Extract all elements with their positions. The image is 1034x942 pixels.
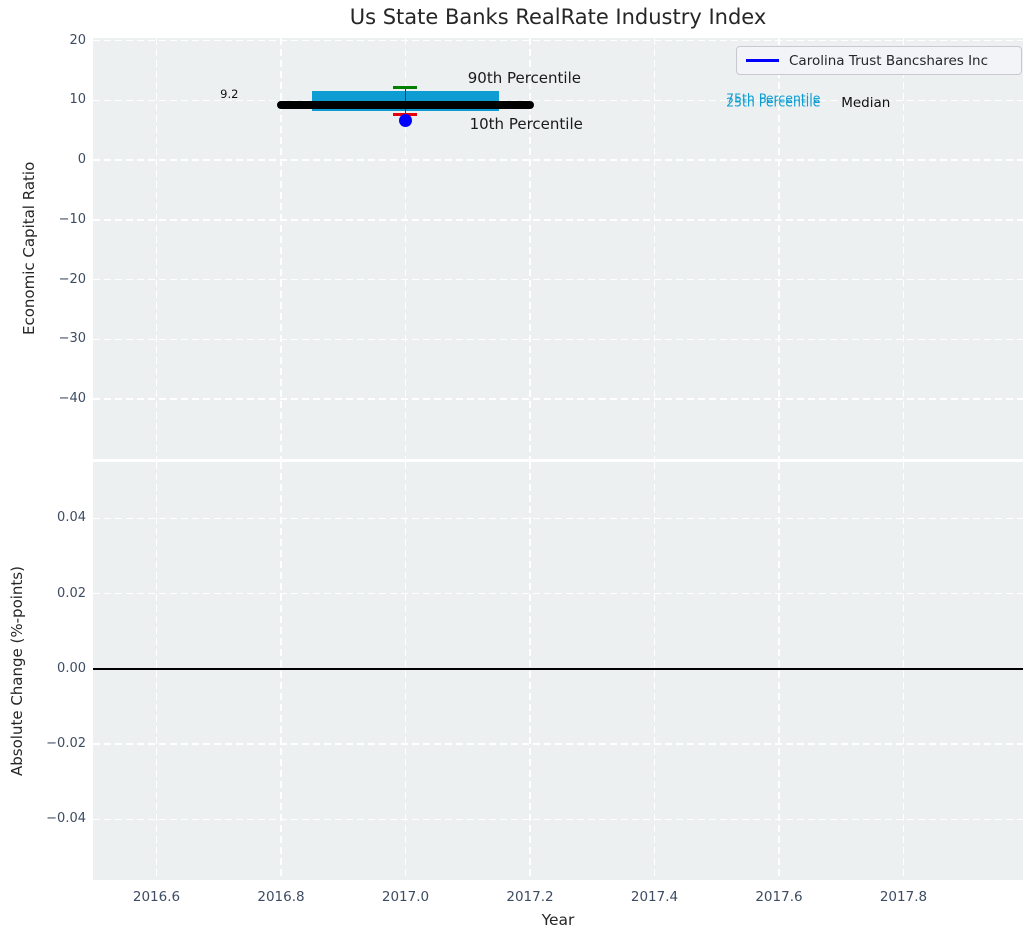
gridline-vertical — [653, 38, 656, 459]
top-plot-area: 9.2 90th Percentile 10th Percentile 75th Pe… — [93, 38, 1023, 459]
x-tick-label: 2017.0 — [381, 889, 430, 905]
chart-title: Us State Banks RealRate Industry Index — [349, 5, 767, 29]
gridline-horizontal — [93, 99, 1023, 102]
y-tick-label: 0 — [77, 152, 86, 168]
annotation-90th-percentile: 90th Percentile — [467, 68, 581, 87]
gridline-vertical — [653, 462, 656, 880]
company-point — [398, 113, 412, 127]
gridline-vertical — [155, 38, 158, 459]
y-tick-label: −40 — [58, 391, 86, 407]
x-tick-label: 2016.6 — [132, 889, 181, 905]
percentile-whisker-line — [404, 87, 407, 115]
zero-line — [93, 667, 1023, 670]
gridline-horizontal — [93, 39, 1023, 42]
gridline-horizontal — [93, 219, 1023, 221]
legend-line-sample — [746, 59, 779, 62]
annotation-median: Median — [841, 95, 891, 112]
gridline-horizontal — [93, 592, 1023, 595]
legend: Carolina Trust Bancshares Inc — [736, 46, 1022, 75]
y-tick-label: 0.04 — [57, 510, 86, 526]
gridline-horizontal — [93, 517, 1023, 520]
x-tick-label: 2017.8 — [879, 889, 928, 905]
gridline-vertical — [404, 462, 407, 880]
gridline-horizontal — [93, 159, 1023, 161]
bottom-plot-area — [93, 462, 1023, 880]
gridline-vertical — [778, 38, 780, 459]
gridline-vertical — [529, 462, 531, 880]
gridline-horizontal — [93, 743, 1023, 745]
gridline-horizontal — [93, 278, 1023, 281]
y-tick-label: 0.00 — [57, 660, 86, 676]
legend-label: Carolina Trust Bancshares Inc — [789, 52, 989, 69]
gridline-vertical — [902, 38, 905, 459]
gridline-horizontal — [93, 818, 1023, 821]
y-tick-label: 0.02 — [57, 585, 86, 601]
gridline-vertical — [778, 462, 780, 880]
x-tick-label: 2017.4 — [630, 889, 679, 905]
p90-cap — [393, 85, 418, 89]
y-tick-label: −30 — [58, 331, 86, 347]
gridline-vertical — [280, 462, 282, 880]
x-tick-label: 2017.6 — [755, 889, 803, 905]
gridline-vertical — [280, 38, 282, 459]
y-tick-label: −20 — [58, 271, 86, 287]
gridline-vertical — [902, 462, 905, 880]
y-tick-label: 20 — [69, 32, 86, 48]
annotation-9-2: 9.2 — [220, 87, 239, 102]
gridline-horizontal — [93, 338, 1023, 341]
y-tick-label: −10 — [58, 211, 86, 227]
industry-median-line — [276, 101, 534, 110]
annotation-10th-percentile: 10th Percentile — [469, 115, 583, 134]
gridline-horizontal — [93, 398, 1023, 400]
x-axis-label: Year — [541, 911, 575, 929]
y-tick-label: −0.04 — [46, 811, 86, 827]
gridline-vertical — [155, 462, 158, 880]
x-tick-label: 2016.8 — [257, 889, 305, 905]
annotation-75th-percentile: 75th Percentile — [726, 90, 821, 106]
annotation-25th-percentile: 25th Percentile — [726, 94, 821, 110]
gridline-vertical — [529, 38, 531, 459]
gridline-vertical — [404, 38, 407, 459]
y-tick-label: 10 — [69, 92, 86, 108]
x-tick-label: 2017.2 — [506, 889, 554, 905]
y-tick-label: −0.02 — [46, 736, 86, 752]
